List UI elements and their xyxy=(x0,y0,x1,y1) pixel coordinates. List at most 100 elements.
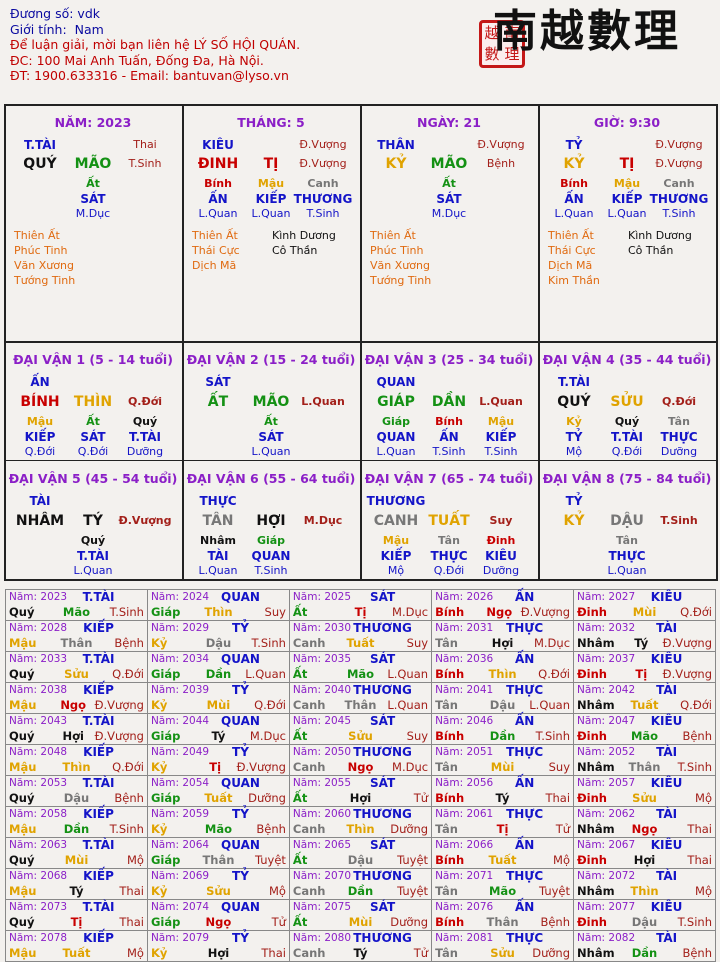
year-label: Năm: 2040 xyxy=(292,684,352,696)
year-cell: Năm: 2032 TÀI Nhâm Tý Đ.Vượng xyxy=(573,620,716,652)
hidden-ten-god: THƯƠNG xyxy=(293,192,353,206)
year-label: Năm: 2080 xyxy=(292,932,352,944)
year-header: Năm: 2046 ẤN xyxy=(435,714,570,729)
year-branch: Mão xyxy=(62,605,91,619)
pillar-stem: ĐINH xyxy=(197,156,239,172)
year-label: Năm: 2081 xyxy=(435,932,494,944)
year-stage: Thai xyxy=(261,946,286,960)
year-stem: Ất xyxy=(292,729,308,743)
hidden-stage: L.Quan xyxy=(198,207,238,220)
year-pillar: Giáp Thìn Suy xyxy=(151,605,286,620)
year-cell: Năm: 2041 THỰC Tân Dậu L.Quan xyxy=(431,682,575,714)
year-label: Năm: 2060 xyxy=(292,808,352,820)
dai-van-ten-god: QUAN xyxy=(376,375,416,389)
year-header: Năm: 2039 TỶ xyxy=(151,683,286,698)
year-header: Năm: 2029 TỶ xyxy=(151,621,286,636)
pillar-title: NĂM: 2023 xyxy=(54,115,132,130)
hidden-stage: T.Sinh xyxy=(662,207,696,220)
year-cell: Năm: 2056 ẤN Bính Tý Thai xyxy=(431,775,575,807)
grid-column-line xyxy=(4,104,6,581)
year-stem: Mậu xyxy=(9,698,37,712)
year-stage: T.Sinh xyxy=(677,915,712,929)
year-cell: Năm: 2068 KIẾP Mậu Tý Thai xyxy=(5,868,148,900)
year-branch: Sửu xyxy=(206,884,231,898)
year-stage: Suy xyxy=(264,605,286,619)
year-pillar: Nhâm Ngọ Thai xyxy=(577,822,712,837)
table-row: Năm: 2038 KIẾP Mậu Ngọ Đ.Vượng Năm: 2039 TỶ Kỷ M… xyxy=(5,682,716,714)
star-right: Cô Thần xyxy=(628,244,674,257)
year-label: Năm: 2042 xyxy=(577,684,636,696)
dai-van-title: ĐẠI VẬN 7 (65 - 74 tuổi) xyxy=(364,471,534,486)
hidden-ten-god: TÀI xyxy=(207,549,229,563)
year-stem: Nhâm xyxy=(577,884,615,898)
year-stem: Đinh xyxy=(577,853,607,867)
year-label: Năm: 2076 xyxy=(435,901,494,913)
year-stage: Dưỡng xyxy=(248,791,286,805)
year-ten-god: QUAN xyxy=(221,652,260,666)
year-stage: Tuyệt xyxy=(397,853,429,867)
year-label: Năm: 2054 xyxy=(150,777,210,789)
year-cell: Năm: 2082 TÀI Nhâm Dần Bệnh xyxy=(573,930,716,962)
year-cell: Năm: 2047 KIÊU Đinh Mão Bệnh xyxy=(573,713,716,745)
year-branch: Sửu xyxy=(632,791,657,805)
year-stage: Bệnh xyxy=(682,729,712,743)
year-cell: Năm: 2055 SÁT Ất Hợi Tử xyxy=(288,775,433,807)
hidden-stage: M.Dục xyxy=(75,207,111,220)
year-ten-god: THỰC xyxy=(506,745,544,759)
year-pillar: Canh Thìn Dưỡng xyxy=(293,822,428,837)
hidden-ten-god: SÁT xyxy=(80,430,106,444)
year-stage: Tử xyxy=(413,946,429,960)
year-stage: M.Dục xyxy=(249,729,286,743)
year-stem: Ất xyxy=(292,667,308,681)
year-label: Năm: 2082 xyxy=(577,932,636,944)
year-stem: Ất xyxy=(292,853,308,867)
year-ten-god: T.TÀI xyxy=(82,590,115,604)
year-branch: Tị xyxy=(70,915,83,929)
star-left: Văn Xương xyxy=(370,259,430,272)
year-cell: Năm: 2079 TỶ Kỷ Hợi Thai xyxy=(146,930,290,962)
year-cell: Năm: 2023 T.TÀI Quý Mão T.Sinh xyxy=(5,589,148,621)
dai-van-stage: Q.Đới xyxy=(661,395,697,408)
year-header: Năm: 2065 SÁT xyxy=(293,838,428,853)
year-label: Năm: 2038 xyxy=(9,684,68,696)
year-label: Năm: 2031 xyxy=(435,622,494,634)
year-branch: Dần xyxy=(631,946,658,960)
header-info: Đương số: vdk Giới tính: Nam Để luận giả… xyxy=(10,6,300,84)
star-left: Tướng Tinh xyxy=(370,274,432,287)
year-stage: Thai xyxy=(119,884,144,898)
year-cell: Năm: 2036 ẤN Bính Thìn Q.Đới xyxy=(431,651,575,683)
dai-van-stem: CANH xyxy=(373,513,419,529)
year-pillar: Bính Thìn Q.Đới xyxy=(435,667,570,682)
year-cell: Năm: 2028 KIẾP Mậu Thân Bệnh xyxy=(5,620,148,652)
year-cell: Năm: 2034 QUAN Giáp Dần L.Quan xyxy=(146,651,290,683)
table-row: Năm: 2078 KIẾP Mậu Tuất Mộ Năm: 2079 TỶ Kỷ Hợi Th… xyxy=(5,930,716,962)
hidden-stage: Mộ xyxy=(387,564,405,577)
year-pillar: Bính Thân Bệnh xyxy=(435,915,570,930)
pillar-ten-god: T.TÀI xyxy=(24,138,56,152)
year-stem: Ất xyxy=(292,605,308,619)
year-branch: Tý xyxy=(69,884,84,898)
table-row: Năm: 2058 KIẾP Mậu Dần T.Sinh Năm: 2059 TỶ Kỷ Mã… xyxy=(5,806,716,838)
year-cell: Năm: 2026 ẤN Bính Ngọ Đ.Vượng xyxy=(431,589,575,621)
year-cell: Năm: 2059 TỶ Kỷ Mão Bệnh xyxy=(146,806,290,838)
year-ten-god: T.TÀI xyxy=(82,652,115,666)
hidden-stage: L.Quan xyxy=(73,564,113,577)
year-header: Năm: 2045 SÁT xyxy=(293,714,428,729)
year-ten-god: QUAN xyxy=(221,590,260,604)
year-label: Năm: 2059 xyxy=(150,808,210,820)
hidden-stage: Dưỡng xyxy=(660,445,698,458)
year-header: Năm: 2035 SÁT xyxy=(293,652,428,667)
year-header: Năm: 2069 TỶ xyxy=(151,869,286,884)
hidden-stem: Tân xyxy=(438,534,460,547)
dai-van-ten-god: THỰC xyxy=(199,494,237,508)
pillar-title: NGÀY: 21 xyxy=(417,115,481,130)
hidden-stem: Tân xyxy=(616,534,638,547)
dai-van-ten-god: ẤN xyxy=(30,375,50,389)
pillar-ten-god: THÂN xyxy=(377,138,415,152)
hidden-ten-god: ẤN xyxy=(439,430,459,444)
pillar-branch: TỊ xyxy=(263,156,279,172)
year-stage: Q.Đới xyxy=(254,698,286,712)
year-stem: Canh xyxy=(292,822,326,836)
year-header: Năm: 2075 SÁT xyxy=(293,900,428,915)
year-pillar: Giáp Thân Tuyệt xyxy=(151,853,286,868)
